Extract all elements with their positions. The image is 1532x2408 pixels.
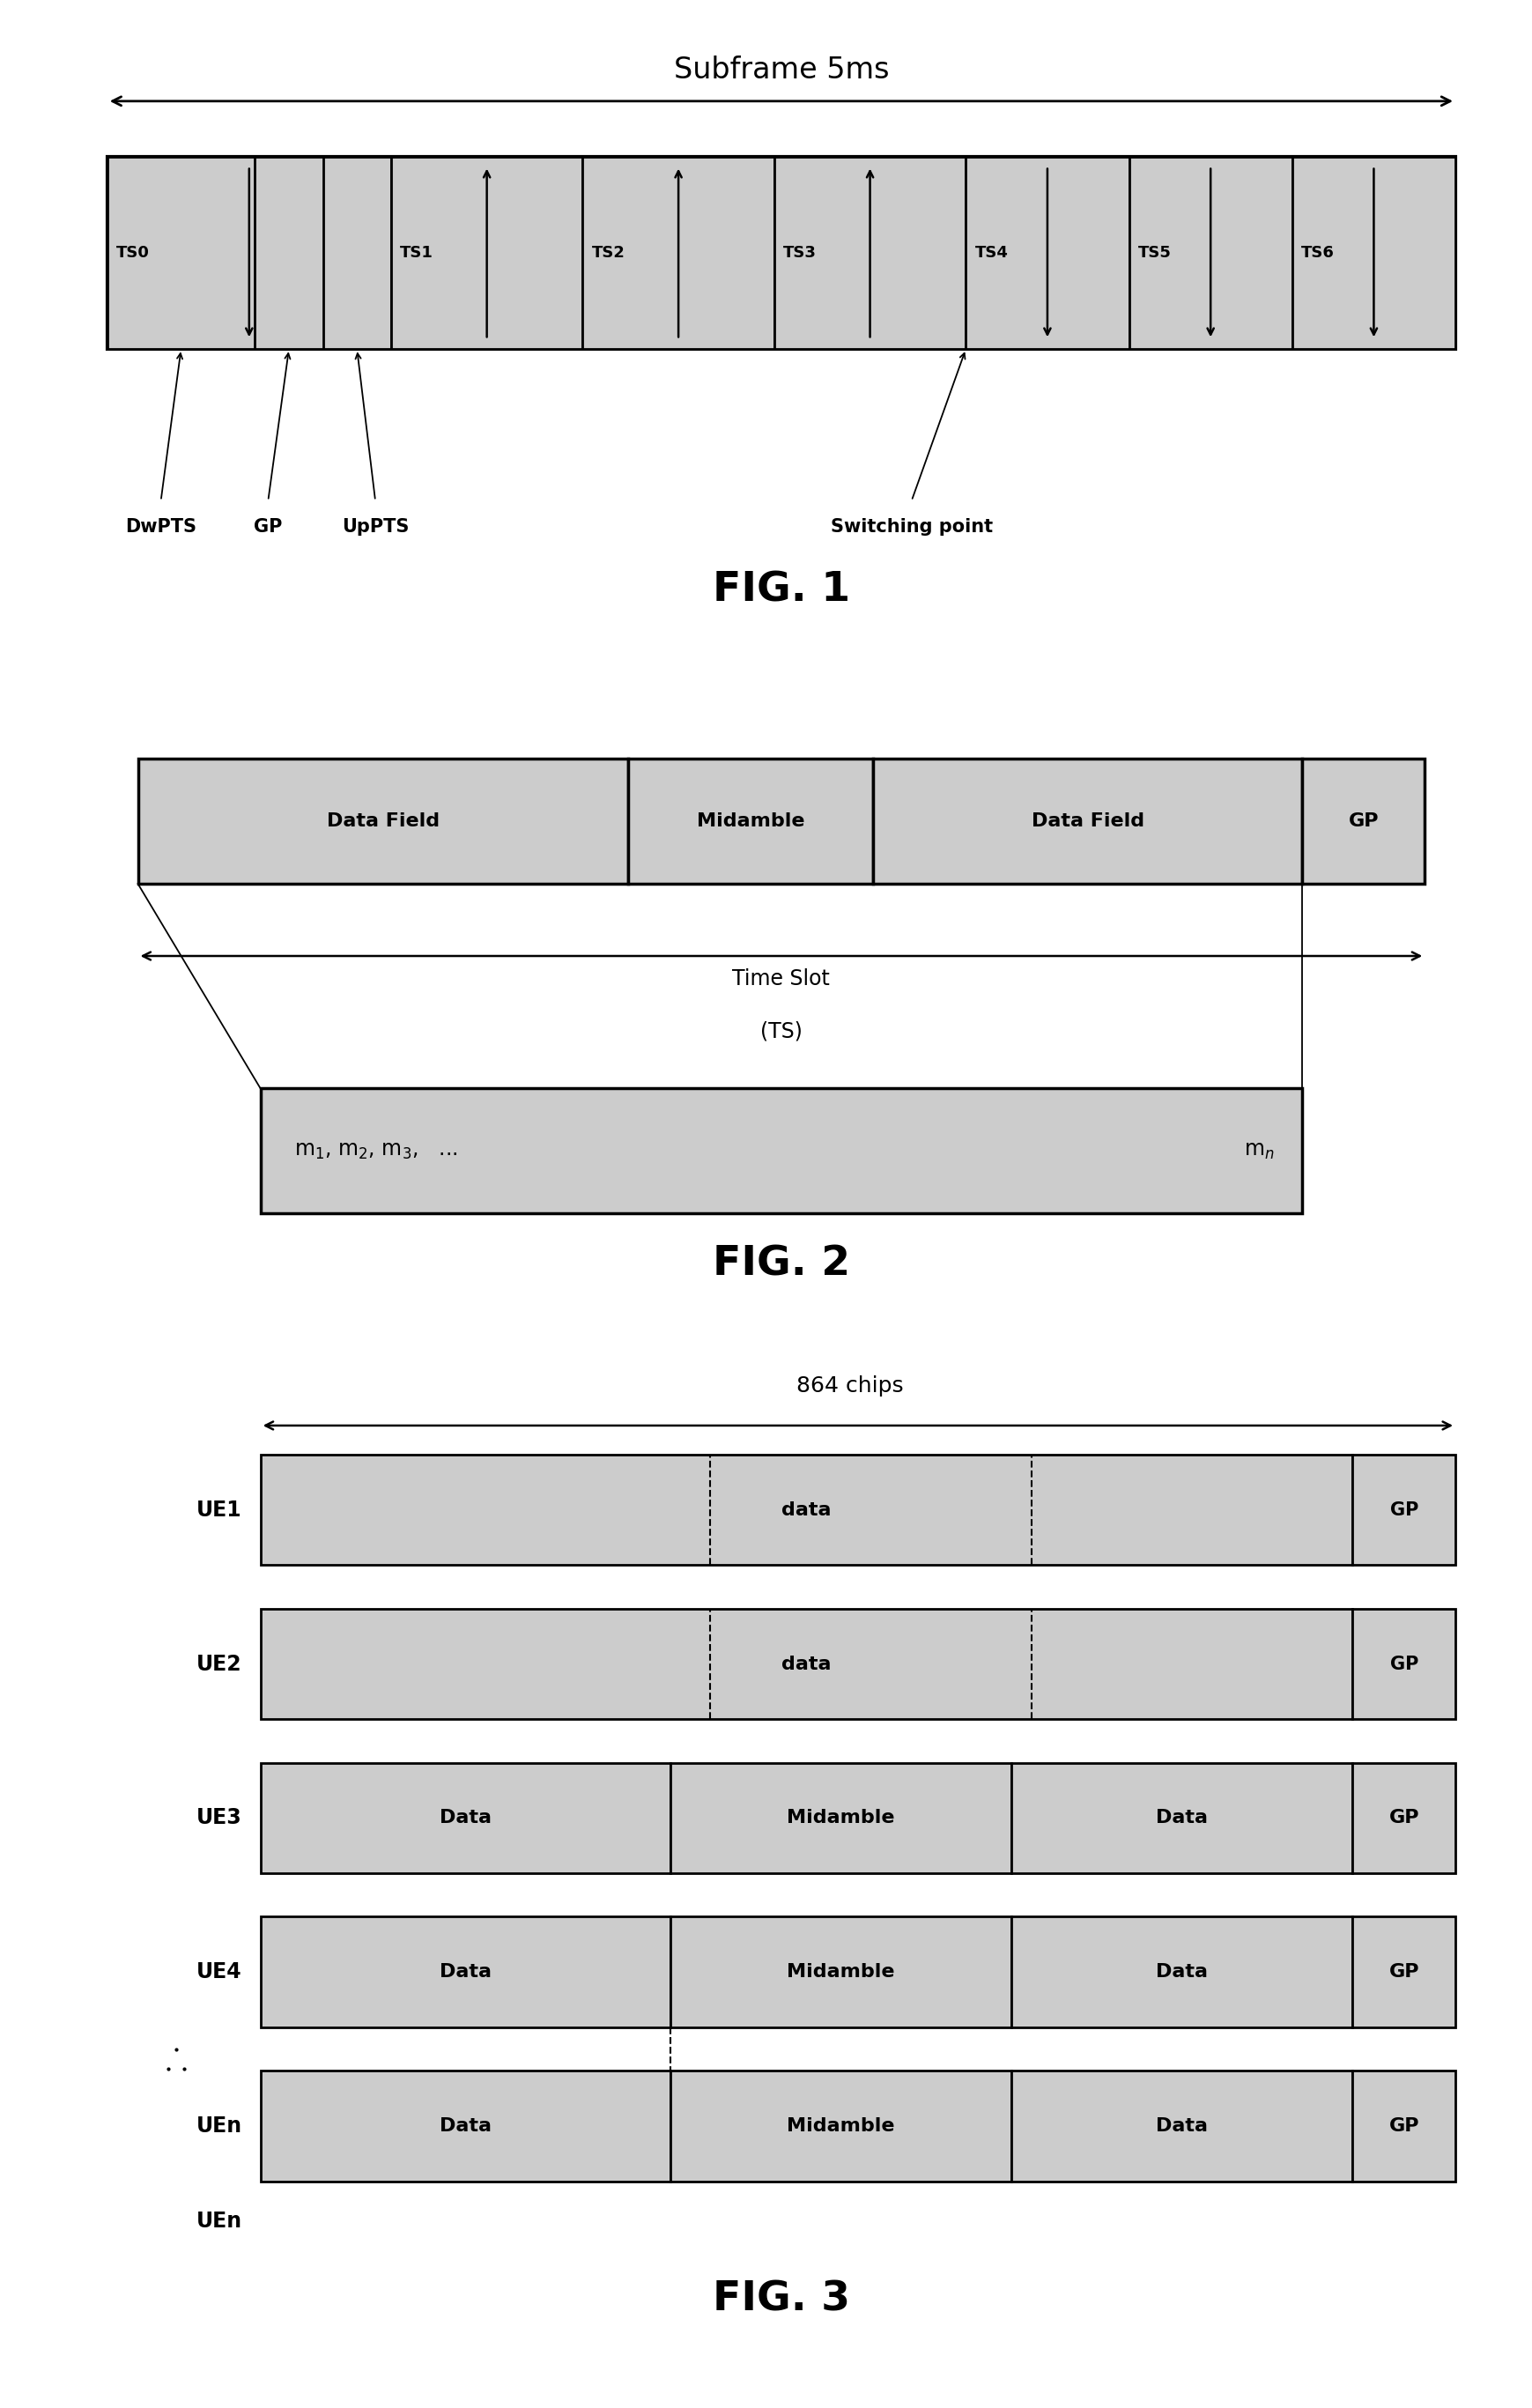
Text: Data: Data: [440, 1963, 492, 1982]
Text: TS6: TS6: [1301, 246, 1334, 260]
Text: FIG. 1: FIG. 1: [712, 571, 850, 609]
Bar: [391, 157, 582, 349]
Bar: [1011, 2071, 1353, 2182]
Bar: [1302, 759, 1425, 884]
Bar: [669, 1763, 1011, 1873]
Text: TS2: TS2: [591, 246, 625, 260]
Bar: [1291, 157, 1455, 349]
Text: Data: Data: [440, 2117, 492, 2136]
Text: Midamble: Midamble: [787, 1963, 895, 1982]
Text: m$_n$: m$_n$: [1244, 1141, 1275, 1161]
Text: Data Field: Data Field: [326, 811, 440, 831]
Text: Midamble: Midamble: [787, 2117, 895, 2136]
Text: GP: GP: [1390, 1654, 1419, 1674]
Text: GP: GP: [1390, 1963, 1419, 1982]
Text: Data: Data: [440, 1808, 492, 1828]
Text: GP: GP: [1348, 811, 1379, 831]
Text: UE1: UE1: [196, 1500, 242, 1519]
Text: 864 chips: 864 chips: [797, 1375, 904, 1397]
Bar: [260, 1454, 1353, 1565]
Text: TS1: TS1: [400, 246, 434, 260]
Text: (TS): (TS): [760, 1021, 803, 1043]
Text: Data: Data: [1157, 1963, 1207, 1982]
Text: Time Slot: Time Slot: [732, 968, 830, 990]
Bar: [138, 759, 628, 884]
Bar: [669, 2071, 1011, 2182]
Text: GP: GP: [1390, 2117, 1419, 2136]
Bar: [260, 1917, 669, 2028]
Text: Data: Data: [1157, 2117, 1207, 2136]
Text: TS0: TS0: [116, 246, 150, 260]
Bar: [965, 157, 1129, 349]
Text: TS4: TS4: [974, 246, 1008, 260]
Text: UE2: UE2: [196, 1654, 242, 1674]
Bar: [774, 157, 965, 349]
Bar: [1353, 1454, 1455, 1565]
Text: GP: GP: [1390, 1500, 1419, 1519]
Bar: [1011, 1763, 1353, 1873]
Bar: [1353, 1917, 1455, 2028]
Text: Switching point: Switching point: [830, 518, 993, 535]
Text: TS3: TS3: [783, 246, 817, 260]
Text: GP: GP: [254, 518, 282, 535]
Text: UpPTS: UpPTS: [342, 518, 409, 535]
Bar: [1129, 157, 1291, 349]
Text: DwPTS: DwPTS: [126, 518, 196, 535]
Bar: [260, 2071, 669, 2182]
Text: UEn: UEn: [196, 2117, 242, 2136]
Text: UE4: UE4: [196, 1963, 242, 1982]
Text: FIG. 3: FIG. 3: [712, 2280, 850, 2319]
Text: Midamble: Midamble: [787, 1808, 895, 1828]
Bar: [1353, 1763, 1455, 1873]
Bar: [628, 759, 873, 884]
Text: Subframe 5ms: Subframe 5ms: [674, 55, 889, 84]
Bar: [669, 1917, 1011, 2028]
Text: Midamble: Midamble: [697, 811, 804, 831]
Bar: [1353, 2071, 1455, 2182]
Bar: [260, 1088, 1302, 1214]
Bar: [1011, 1917, 1353, 2028]
Text: FIG. 2: FIG. 2: [712, 1245, 850, 1283]
Bar: [107, 157, 391, 349]
Bar: [260, 1609, 1353, 1719]
Bar: [260, 1763, 669, 1873]
Text: Data Field: Data Field: [1031, 811, 1144, 831]
Bar: [107, 157, 1455, 349]
Text: data: data: [781, 1500, 832, 1519]
Text: data: data: [781, 1654, 832, 1674]
Text: UEn: UEn: [196, 2211, 242, 2232]
Text: m$_1$, m$_2$, m$_3$,   ...: m$_1$, m$_2$, m$_3$, ...: [294, 1141, 458, 1161]
Text: GP: GP: [1390, 1808, 1419, 1828]
Text: TS5: TS5: [1138, 246, 1172, 260]
Bar: [1353, 1609, 1455, 1719]
Text: Data: Data: [1157, 1808, 1207, 1828]
Text: UE3: UE3: [196, 1808, 242, 1828]
Bar: [582, 157, 774, 349]
Bar: [873, 759, 1302, 884]
